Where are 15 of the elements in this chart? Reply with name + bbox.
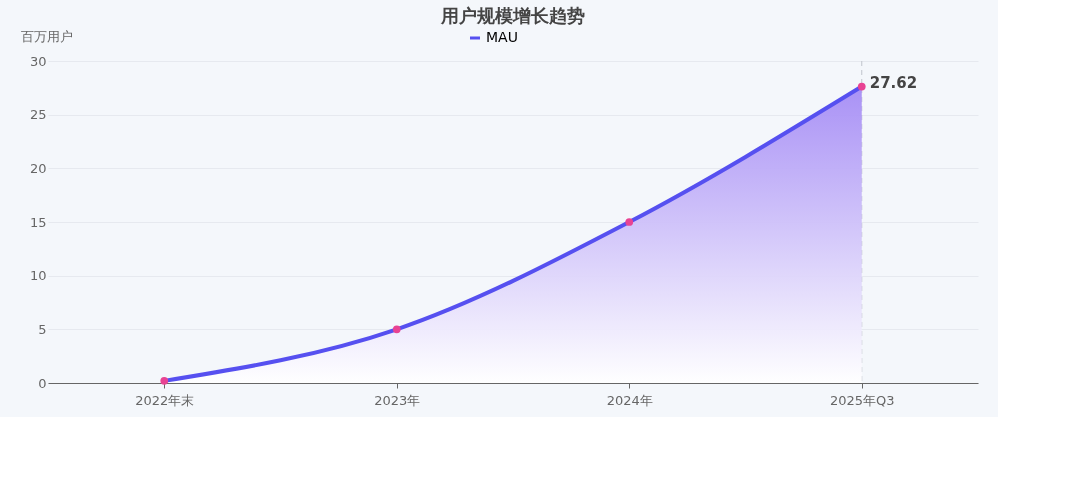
legend-label: MAU bbox=[486, 29, 518, 45]
y-tick-label: 30 bbox=[29, 53, 47, 69]
chart-title: 用户规模增长趋势 bbox=[440, 5, 585, 26]
y-tick-label: 10 bbox=[29, 268, 47, 284]
data-label: 27.62 bbox=[869, 73, 918, 92]
y-tick-label: 0 bbox=[38, 375, 47, 391]
y-tick-label: 20 bbox=[29, 160, 47, 176]
y-tick-label: 5 bbox=[38, 321, 47, 337]
y-tick-label: 25 bbox=[29, 107, 47, 123]
x-tick-label: 2022年末 bbox=[135, 392, 195, 408]
x-tick-label: 2023年 bbox=[374, 392, 421, 408]
y-tick-label: 15 bbox=[29, 214, 47, 230]
y-axis-title: 百万用户 bbox=[20, 28, 73, 44]
x-tick-label: 2025年Q3 bbox=[829, 392, 895, 408]
x-tick-label: 2024年 bbox=[606, 392, 653, 408]
